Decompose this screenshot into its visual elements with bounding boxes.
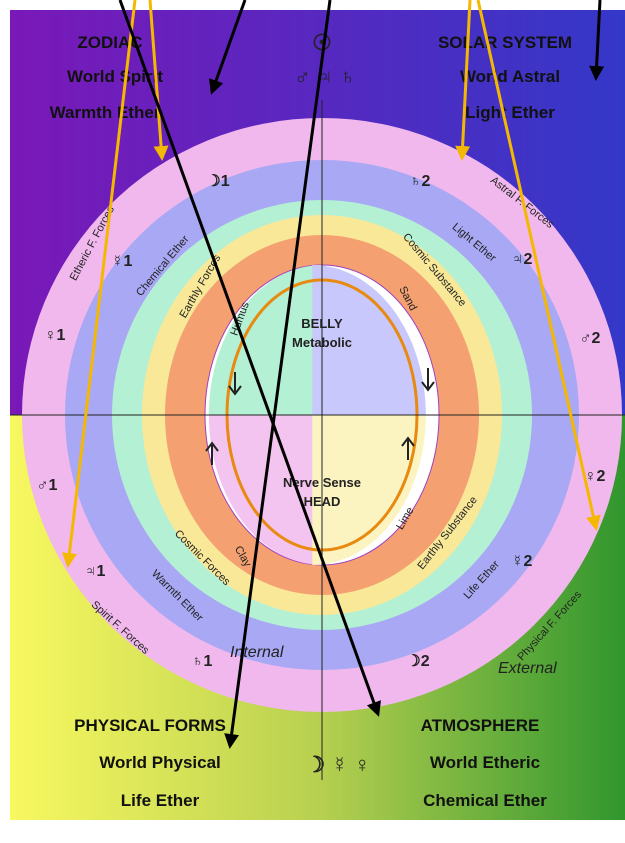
- planet: ♃1: [85, 563, 106, 580]
- center-label: BELLY: [301, 316, 343, 331]
- symbol: ♂ ♃ ♄: [294, 64, 356, 89]
- planet: ♄2: [410, 173, 431, 190]
- arrow-small: [205, 441, 219, 465]
- label: Warmth Ether: [50, 103, 161, 122]
- label: World Physical: [99, 753, 221, 772]
- arrow: [148, 0, 169, 161]
- center-label: Nerve Sense: [283, 475, 361, 490]
- planet: ☿1: [112, 253, 133, 270]
- arrow: [224, 0, 332, 749]
- symbol: ☉: [312, 30, 332, 55]
- arrow: [61, 0, 137, 568]
- planet: ♃2: [512, 251, 533, 268]
- core-q: [312, 415, 426, 565]
- arrow: [589, 0, 605, 81]
- arrow: [476, 0, 601, 531]
- margin: [10, 820, 625, 843]
- arrow-small: [421, 368, 435, 392]
- symbol: ☽ ☿ ♀: [306, 752, 371, 777]
- arrow: [118, 0, 381, 717]
- planet: ♄1: [192, 653, 213, 670]
- label: ATMOSPHERE: [421, 716, 540, 735]
- label: SOLAR SYSTEM: [438, 33, 572, 52]
- label: World Astral: [460, 67, 560, 86]
- label: PHYSICAL FORMS: [74, 716, 226, 735]
- planet: ☽2: [406, 653, 429, 670]
- planet: ♀2: [585, 468, 606, 485]
- arrow-small: [401, 436, 415, 460]
- label: Life Ether: [121, 791, 200, 810]
- label: World Etheric: [430, 753, 540, 772]
- label: World Spirit: [67, 67, 163, 86]
- center-label: Metabolic: [292, 335, 352, 350]
- arrow: [455, 0, 472, 161]
- label: ZODIAC: [77, 33, 142, 52]
- core-q: [208, 265, 323, 415]
- internal-label: Internal: [230, 644, 284, 661]
- label: Chemical Ether: [423, 791, 547, 810]
- label: Light Ether: [465, 103, 555, 122]
- planet: ♂2: [580, 330, 601, 347]
- external-label: External: [498, 660, 557, 677]
- planet: ☽1: [206, 173, 229, 190]
- arrow: [208, 0, 247, 95]
- arrow-small: [228, 372, 242, 396]
- center-label: HEAD: [304, 494, 341, 509]
- core-q: [312, 265, 426, 415]
- planet: ♂1: [37, 477, 58, 494]
- planet: ☿2: [512, 553, 533, 570]
- planet: ♀1: [45, 327, 66, 344]
